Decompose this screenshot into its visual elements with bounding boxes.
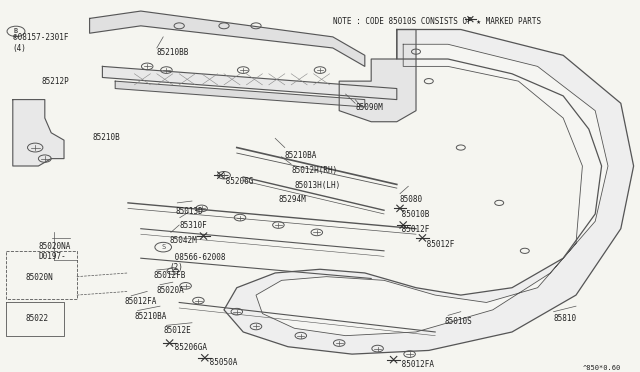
Text: 85210B: 85210B xyxy=(93,133,120,142)
Polygon shape xyxy=(339,29,416,122)
Text: 85206GA: 85206GA xyxy=(170,343,207,352)
Text: 85020A: 85020A xyxy=(157,286,184,295)
Text: 85012FA: 85012FA xyxy=(125,297,157,306)
Text: 85012F: 85012F xyxy=(397,225,429,234)
Text: 85210BA: 85210BA xyxy=(134,312,167,321)
Text: 85010S: 85010S xyxy=(445,317,472,326)
Text: 85310F: 85310F xyxy=(179,221,207,230)
Text: 85206G: 85206G xyxy=(221,177,253,186)
Polygon shape xyxy=(115,81,365,107)
Text: 85210BB: 85210BB xyxy=(157,48,189,57)
Text: NOTE : CODE 85010S CONSISTS OF ★ MARKED PARTS: NOTE : CODE 85010S CONSISTS OF ★ MARKED … xyxy=(333,17,541,26)
Text: 08566-62008
(2): 08566-62008 (2) xyxy=(170,253,225,272)
Text: 85212P: 85212P xyxy=(42,77,69,86)
Text: 85012FB: 85012FB xyxy=(154,271,186,280)
Text: 85012H(RH): 85012H(RH) xyxy=(291,166,337,175)
Polygon shape xyxy=(90,11,365,66)
Text: 85012F: 85012F xyxy=(422,240,455,249)
Text: S: S xyxy=(161,244,165,250)
Polygon shape xyxy=(256,44,608,336)
Text: B: B xyxy=(14,28,18,34)
Text: 85012FA: 85012FA xyxy=(397,360,434,369)
Text: ^850*0.60: ^850*0.60 xyxy=(582,365,621,371)
Text: 85013D: 85013D xyxy=(176,206,204,215)
Text: 85020NA
D0197-: 85020NA D0197- xyxy=(38,241,71,261)
Text: 85210BA: 85210BA xyxy=(285,151,317,160)
Polygon shape xyxy=(102,66,397,100)
Text: ®08157-2301F
(4): ®08157-2301F (4) xyxy=(13,33,68,52)
Text: 85013H(LH): 85013H(LH) xyxy=(294,181,340,190)
Text: 85042M: 85042M xyxy=(170,236,197,245)
Text: 85020N: 85020N xyxy=(26,273,53,282)
Text: 85012E: 85012E xyxy=(163,327,191,336)
Text: 85294M: 85294M xyxy=(278,196,306,205)
Text: 85810: 85810 xyxy=(554,314,577,323)
Text: 85022: 85022 xyxy=(26,314,49,323)
Text: 85010B: 85010B xyxy=(397,210,429,219)
Text: 85050A: 85050A xyxy=(205,358,237,367)
Text: 85090M: 85090M xyxy=(355,103,383,112)
Polygon shape xyxy=(13,100,64,166)
Polygon shape xyxy=(224,29,634,354)
Text: 85080: 85080 xyxy=(400,196,423,205)
